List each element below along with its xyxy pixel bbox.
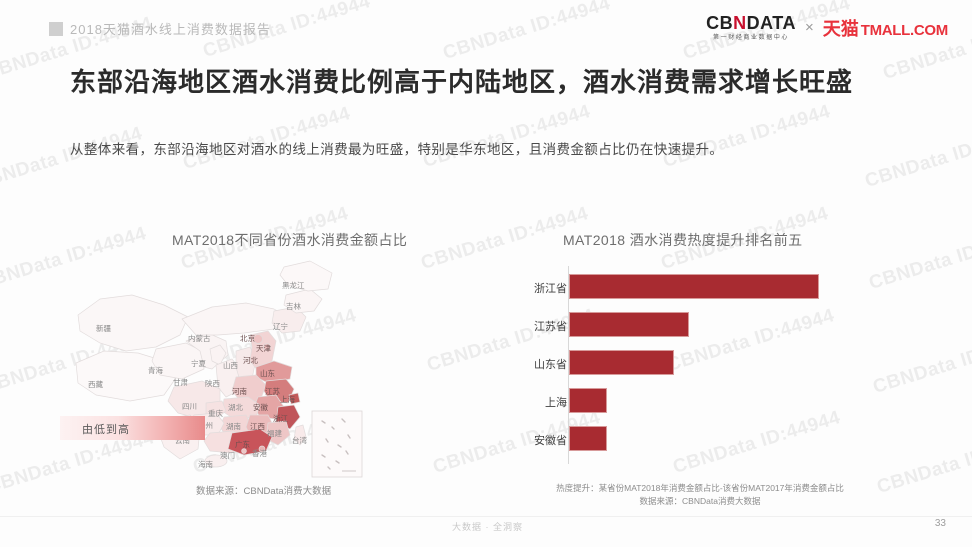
map-province-label: 北京 [240, 334, 255, 343]
map-province-label: 河南 [232, 387, 247, 396]
watermark-text: CBNData ID:44944 [0, 123, 145, 194]
region-hongkong [258, 445, 266, 453]
bar-category-label: 浙江省 [534, 283, 567, 295]
bar-segment [569, 426, 607, 451]
map-province-label: 宁夏 [191, 359, 206, 368]
tmall-logo: 天猫 TMALL.COM [822, 15, 949, 41]
map-legend-label: 由低到高 [82, 424, 130, 436]
map-province-label: 澳门 [220, 451, 235, 460]
map-province-label: 云南 [175, 436, 190, 445]
map-province-label: 吉林 [286, 302, 301, 311]
bar-segment [569, 274, 819, 299]
map-province-label: 上海 [280, 395, 295, 404]
map-province-label: 新疆 [96, 324, 111, 333]
footer-slogan: 大数据 · 全洞察 [452, 522, 523, 532]
right-chart-title: MAT2018 酒水消费热度提升排名前五 [563, 232, 803, 248]
region-shanghai [288, 392, 301, 405]
bar-category-label: 上海 [545, 397, 567, 409]
footer-divider [0, 516, 972, 517]
map-province-label: 陕西 [205, 379, 220, 388]
map-province-label: 重庆 [208, 409, 223, 418]
map-province-label: 山西 [223, 361, 238, 370]
region-ningxia [209, 344, 227, 366]
region-xinjiang [77, 294, 189, 352]
map-province-label: 山东 [260, 369, 275, 378]
bar-segment [569, 312, 689, 337]
region-beijing [253, 334, 263, 344]
bar-segment [569, 388, 607, 413]
header-report-label: 2018天猫酒水线上消费数据报告 [70, 22, 271, 37]
map-province-label: 四川 [182, 402, 197, 411]
map-province-label: 辽宁 [273, 322, 288, 331]
map-province-label: 内蒙古 [188, 334, 211, 343]
map-province-label: 广东 [235, 440, 250, 449]
region-hainan [204, 454, 228, 468]
cbndata-subtitle: 第一财经商业数据中心 [713, 35, 790, 41]
right-chart-caption: 热度提升：某省份MAT2018年消费金额占比-该省份MAT2017年消费金额占比… [500, 482, 900, 508]
region-tibet [75, 350, 179, 402]
map-province-label: 福建 [267, 429, 282, 438]
page-subtitle: 从整体来看，东部沿海地区对酒水的线上消费最为旺盛，特别是华东地区，且消费金额占比… [70, 142, 724, 157]
logo-separator-x-icon: × [804, 19, 814, 36]
map-province-label: 江苏 [265, 387, 280, 396]
region-tianjin [263, 343, 271, 351]
watermark-text: CBNData ID:44944 [420, 101, 593, 172]
map-province-label: 西藏 [88, 380, 103, 389]
map-province-label: 湖北 [228, 403, 243, 412]
slide-header: 2018天猫酒水线上消费数据报告 CB N DATA 第一财经商业数据中心 × … [0, 0, 972, 52]
bar-category-label: 安徽省 [534, 435, 567, 447]
left-chart-title: MAT2018不同省份酒水消费金额占比 [172, 232, 408, 248]
map-province-label: 浙江 [273, 414, 288, 423]
map-province-label: 贵州 [198, 421, 213, 430]
map-province-label: 海南 [198, 460, 213, 469]
region-macau [241, 448, 247, 454]
map-province-label: 安徽 [253, 403, 268, 412]
tmall-logo-en: TMALL.COM [860, 21, 949, 39]
cbndata-wordmark: CB N DATA [706, 14, 796, 32]
china-choropleth-map: 新疆西藏 青海甘肃 内蒙古宁夏陕西 山西 河北 北京 天津 辽宁 吉林 黑龙江山东河南 江苏 上海安徽… [60, 255, 480, 480]
header-square-icon [49, 22, 63, 36]
map-province-label: 黑龙江 [282, 281, 305, 290]
map-province-label: 青海 [148, 366, 163, 375]
cbndata-wordmark-right: DATA [746, 13, 796, 33]
bar-chart-axis [568, 266, 569, 464]
region-heilongjiang [279, 260, 333, 292]
right-chart-caption-line2: 数据来源：CBNData消费大数据 [639, 495, 761, 506]
map-province-label: 湖南 [226, 422, 241, 431]
bar-chart: 浙江省江苏省山东省上海安徽省 [500, 262, 900, 472]
watermark-text: CBNData ID:44944 [660, 101, 833, 172]
region-taiwan [293, 424, 307, 446]
south-china-sea-inset [311, 410, 363, 478]
page-number: 33 [934, 518, 946, 529]
region-qinghai [151, 342, 205, 380]
page-title: 东部沿海地区酒水消费比例高于内陆地区，酒水消费需求增长旺盛 [70, 67, 854, 97]
cbndata-wordmark-x: N [733, 13, 747, 33]
bar-category-label: 山东省 [534, 359, 567, 371]
map-province-label: 香港 [252, 449, 267, 458]
bar-category-label: 江苏省 [534, 321, 567, 333]
left-chart-caption: 数据来源：CBNData消费大数据 [196, 486, 332, 497]
map-province-label: 天津 [256, 344, 271, 353]
map-province-label: 台湾 [292, 436, 307, 445]
right-chart-caption-line1: 热度提升：某省份MAT2018年消费金额占比-该省份MAT2017年消费金额占比 [556, 483, 844, 493]
cbndata-wordmark-left: CB [706, 13, 734, 33]
map-province-label: 江西 [250, 422, 265, 431]
map-province-label: 河北 [243, 356, 258, 365]
tmall-logo-cn: 天猫 [822, 18, 859, 39]
map-legend-gradient [60, 416, 205, 440]
cbndata-logo: CB N DATA 第一财经商业数据中心 [706, 14, 796, 41]
bar-segment [569, 350, 674, 375]
watermark-text: CBNData ID:44944 [862, 121, 972, 192]
map-province-label: 甘肃 [173, 378, 188, 387]
brand-logos: CB N DATA 第一财经商业数据中心 × 天猫 TMALL.COM [706, 14, 948, 41]
